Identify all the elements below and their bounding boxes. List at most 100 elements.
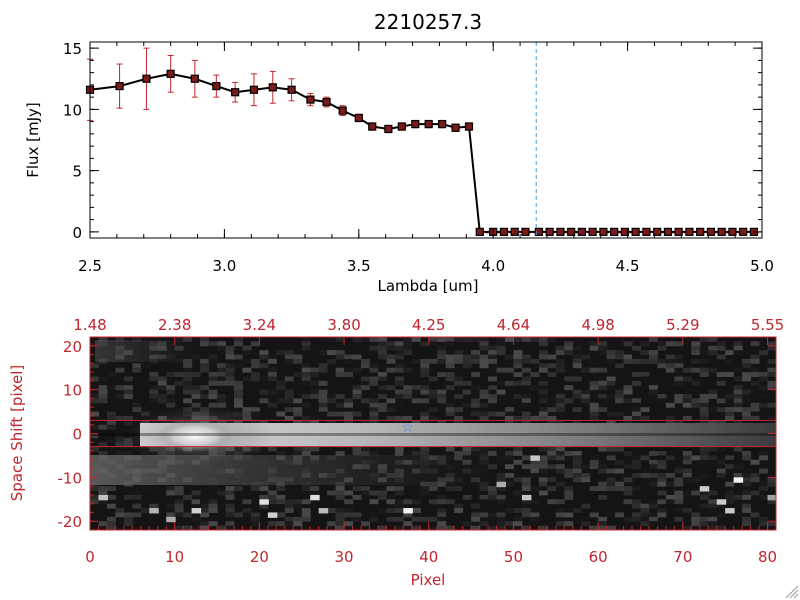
window-resize-grip-icon[interactable]: [785, 585, 799, 599]
data-point: [424, 119, 433, 129]
x-tick-label: 5.0: [750, 257, 774, 275]
x-tick-label: 4.0: [481, 257, 505, 275]
bright-pixel: [699, 486, 710, 492]
lower-ghost-trace: [90, 455, 510, 485]
image-top-tick-label: 5.29: [666, 316, 699, 334]
bright-pixel: [191, 508, 202, 514]
spectrum-x-ticks: 2.5 3.0 3.5 4.0 4.5 5.0: [78, 42, 774, 275]
data-point: [739, 227, 748, 236]
spectrum-error-bars: [87, 47, 473, 134]
image-x-tick-label: 50: [504, 548, 523, 566]
data-point: [464, 122, 474, 131]
bright-pixel: [149, 508, 159, 514]
image-x-tick-label: 10: [165, 548, 184, 566]
data-point: [354, 113, 363, 123]
image-x-tick-label: 0: [85, 548, 95, 566]
x-tick-label: 3.0: [212, 257, 236, 275]
data-point: [166, 69, 175, 78]
data-point: [545, 227, 554, 236]
image-x-tick-label: 20: [250, 548, 269, 566]
y-tick-label: 5: [72, 163, 82, 181]
data-point: [674, 227, 683, 236]
bright-pixel: [259, 499, 269, 505]
data-point: [728, 227, 737, 236]
x-tick-label: 4.5: [616, 257, 640, 275]
trace-bright-core: [157, 420, 233, 452]
data-point: [499, 227, 509, 236]
image-top-tick-label: 1.48: [73, 316, 106, 334]
bright-pixel: [521, 494, 532, 501]
bright-pixel: [733, 477, 744, 483]
spectrum-y-ticks: 0 5 10 15: [63, 40, 762, 242]
image-top-tick-label: 4.98: [581, 316, 614, 334]
bright-pixel: [725, 508, 735, 514]
spectrum-points: [85, 69, 759, 236]
image-x-tick-label: 30: [335, 548, 354, 566]
y-tick-label: 10: [63, 101, 82, 119]
image-x-tick-label: 70: [673, 548, 692, 566]
data-point: [384, 124, 393, 134]
image-x-tick-label: 40: [419, 548, 438, 566]
data-point: [287, 85, 296, 94]
y-tick-label: 0: [72, 224, 82, 242]
image-y-tick-label: -20: [58, 513, 83, 531]
image-top-tick-label: 4.64: [497, 316, 530, 334]
x-tick-label: 2.5: [78, 257, 102, 275]
bright-pixel: [767, 494, 776, 501]
data-point: [411, 119, 420, 129]
data-point: [706, 227, 716, 236]
image-top-tick-label: 5.55: [751, 316, 784, 334]
data-point: [534, 227, 543, 236]
image-y-tick-label: -10: [58, 469, 83, 487]
data-point: [717, 227, 726, 236]
image-x-label: Pixel: [411, 571, 446, 589]
data-point: [620, 227, 630, 236]
image-top-tick-label: 3.24: [243, 316, 276, 334]
data-point: [610, 227, 619, 236]
spectrum-y-label: Flux [mJy]: [24, 102, 42, 178]
data-point: [338, 106, 347, 115]
data-point: [475, 227, 484, 236]
bright-pixel: [310, 494, 320, 501]
bright-pixel: [716, 499, 727, 505]
spectrum-panel: 2210257.3 2.5 3.0 3.5 4.0 4.5 5.0 0 5 10 15 Lamb…: [24, 10, 774, 295]
y-tick-label: 15: [63, 40, 82, 58]
spectrum-series-line: [89, 72, 754, 233]
source-position-star-icon: ☆: [401, 420, 414, 436]
data-point: [653, 227, 662, 236]
trace-center-row: [90, 433, 776, 436]
image-panel: ☆ 0 10 20 30 40 50 60 70 80 1.48 2.38 3.24 3.80 4.25…: [8, 316, 784, 589]
upper-ghost-trace: [95, 340, 215, 362]
chart-title: 2210257.3: [374, 10, 482, 34]
bright-pixel: [318, 508, 329, 514]
image-top-tick-label: 4.25: [412, 316, 445, 334]
data-point: [249, 85, 259, 94]
image-y-tick-label: 0: [72, 426, 82, 444]
spectrum-image: [90, 337, 776, 530]
image-y-tick-label: 20: [63, 338, 82, 356]
data-point: [397, 122, 406, 131]
data-point: [696, 227, 705, 236]
bright-pixel: [403, 508, 413, 514]
data-point: [663, 227, 673, 236]
data-point: [685, 227, 694, 236]
data-point: [577, 227, 587, 236]
image-x-tick-label: 80: [758, 548, 777, 566]
data-point: [438, 119, 447, 129]
data-point: [567, 227, 576, 236]
image-x-tick-label: 60: [589, 548, 608, 566]
data-point: [322, 97, 331, 107]
data-point: [306, 95, 315, 104]
data-point: [115, 81, 124, 91]
spectrum-x-label: Lambda [um]: [378, 277, 479, 295]
bright-pixel: [98, 494, 108, 501]
image-y-label: Space Shift [pixel]: [8, 365, 26, 502]
data-point: [588, 227, 597, 236]
data-point: [142, 74, 151, 83]
data-point: [510, 227, 519, 236]
data-point: [599, 227, 608, 236]
image-top-tick-label: 3.80: [327, 316, 360, 334]
data-point: [451, 123, 460, 132]
spectrum-axes-frame: [89, 41, 763, 239]
